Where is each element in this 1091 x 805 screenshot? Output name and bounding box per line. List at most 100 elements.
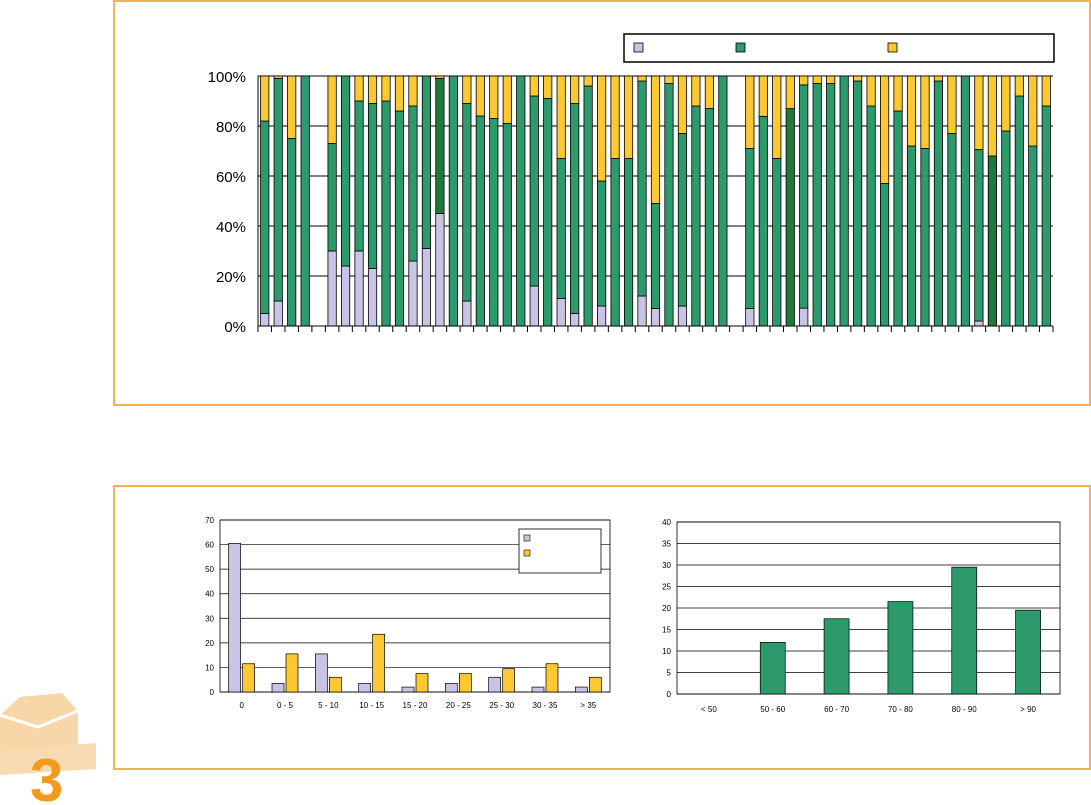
histogram-right-group: 0 5 10 15 20 25 30 35 40 < 50 50 - 60 60 - 70 70 - 8… [662, 518, 1061, 714]
x-tick-label: 25 - 30 [489, 701, 514, 710]
bar-segment-yellow [785, 75, 795, 110]
bar-yellow [285, 653, 299, 693]
stacked-chart-group: 0% 20% 40% 60% 80% 100% [208, 33, 1055, 336]
legend-swatch [523, 534, 531, 542]
x-tick-label: > 35 [580, 701, 596, 710]
bar-segment-yellow [974, 75, 984, 150]
bar-segment-green [462, 103, 472, 302]
bar-segment-yellow [691, 75, 701, 107]
bar-segment-green [610, 158, 620, 327]
bar-segment-green [570, 103, 580, 314]
bar-segment-green [745, 148, 755, 309]
bar-segment-lavender [745, 308, 755, 327]
y-tick-label: 50 [205, 565, 214, 574]
bar-segment-lavender [462, 300, 472, 327]
bar-segment-yellow [812, 75, 822, 84]
bar-segment-green [812, 83, 822, 327]
bar-segment-lavender [273, 300, 283, 327]
bar-yellow [328, 676, 342, 693]
legend-box [623, 33, 1055, 63]
bar-segment-green [758, 115, 768, 327]
x-tick-label: 5 - 10 [318, 701, 339, 710]
chart-legend [623, 33, 1055, 63]
bar-segment-yellow [462, 75, 472, 104]
bar-segment-green [866, 105, 876, 327]
bar-segment-yellow [273, 75, 283, 79]
bar-lavender [531, 686, 545, 693]
bar-segment-green [960, 75, 970, 327]
bar-segment-yellow [287, 75, 297, 139]
bar-segment-green [623, 158, 634, 327]
bar-segment-green [785, 108, 795, 327]
bar-segment-yellow [556, 75, 566, 159]
bar-segment-green [475, 115, 485, 327]
bar-segment-yellow [987, 75, 997, 157]
bar-segment-yellow [704, 75, 714, 109]
y-tick-label: 0 [667, 690, 672, 699]
bar-segment-green [556, 158, 566, 299]
bar-green [1015, 609, 1041, 695]
legend-swatch [887, 42, 898, 53]
legend-swatch [735, 42, 746, 53]
bar-yellow [242, 663, 256, 693]
bar-segment-lavender [597, 305, 607, 327]
bar-lavender [488, 676, 502, 693]
bar-segment-yellow [543, 75, 553, 99]
bar-segment-green [853, 80, 863, 327]
bar-segment-yellow [650, 75, 661, 204]
bar-segment-yellow [947, 75, 957, 134]
bar-segment-yellow [394, 75, 405, 112]
bar-segment-yellow [637, 75, 647, 82]
bar-segment-yellow [866, 75, 876, 107]
x-tick-label: 0 [239, 701, 244, 710]
bar-segment-lavender [637, 295, 647, 327]
y-tick-label: 20 [205, 639, 214, 648]
bar-segment-yellow [260, 75, 270, 122]
bar-yellow [372, 633, 386, 693]
bar-segment-yellow [893, 75, 903, 112]
bar-segment-yellow [529, 75, 539, 97]
bar-segment-lavender [435, 213, 445, 327]
x-tick-label: 60 - 70 [824, 705, 849, 714]
bar-yellow [415, 673, 429, 693]
bar-segment-yellow [610, 75, 620, 159]
y-tick-label: 40 [205, 590, 214, 599]
bar-segment-lavender [570, 313, 580, 327]
bar-segment-lavender [556, 298, 566, 327]
bar-green [823, 618, 850, 695]
bar-segment-green [664, 83, 674, 327]
x-tick-label: > 90 [1020, 705, 1036, 714]
bar-segment-green [987, 155, 997, 327]
histogram-legend [518, 528, 602, 574]
bar-segment-green [381, 100, 391, 327]
bar-segment-yellow [367, 75, 378, 104]
bar-segment-yellow [826, 75, 836, 84]
legend-box [518, 528, 602, 574]
bar-segment-green [826, 83, 836, 327]
bar-segment-green [489, 118, 499, 327]
bar-segment-lavender [421, 248, 432, 327]
bar-segment-green [691, 105, 701, 327]
x-tick-label: 15 - 20 [403, 701, 428, 710]
bar-segment-yellow [570, 75, 580, 104]
bar-lavender [271, 683, 285, 693]
x-tick-label: 10 - 15 [359, 701, 384, 710]
bar-segment-green [893, 110, 903, 327]
bar-segment-yellow [408, 75, 418, 107]
bar-segment-green [933, 80, 944, 327]
y-tick-label: 20% [216, 269, 246, 286]
bar-green [759, 642, 786, 695]
bar-segment-green [287, 138, 297, 327]
bar-segment-yellow [502, 75, 512, 124]
bar-segment-yellow [475, 75, 485, 117]
bar-segment-yellow [597, 75, 607, 182]
bar-green [951, 566, 978, 695]
y-tick-label: 0 [210, 688, 215, 697]
y-tick-label: 30 [205, 614, 214, 623]
bar-segment-green [502, 123, 512, 327]
y-tick-label: 20 [662, 604, 671, 613]
bar-segment-yellow [920, 75, 930, 149]
x-tick-label: 80 - 90 [952, 705, 977, 714]
bar-segment-yellow [853, 75, 863, 82]
y-tick-label: 25 [662, 583, 671, 592]
